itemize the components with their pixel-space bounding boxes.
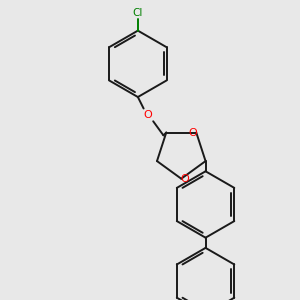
Text: O: O: [181, 174, 190, 184]
Text: Cl: Cl: [133, 8, 143, 18]
Text: O: O: [144, 110, 152, 120]
Text: O: O: [188, 128, 197, 137]
